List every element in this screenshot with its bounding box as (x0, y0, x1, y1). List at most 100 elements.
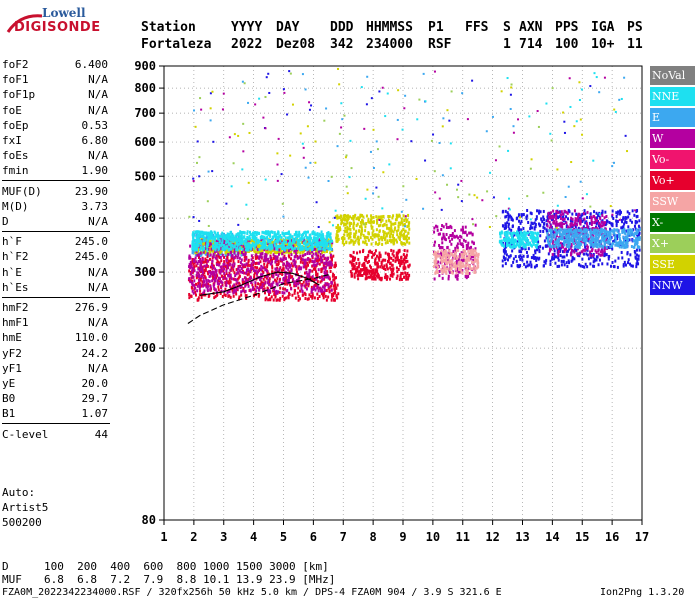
data-point (387, 259, 390, 263)
data-point (462, 238, 465, 242)
data-point (282, 241, 285, 245)
data-point (330, 239, 333, 243)
data-point (333, 290, 336, 294)
data-point (390, 229, 393, 233)
data-point (512, 260, 515, 264)
data-point (220, 243, 223, 247)
data-point (301, 250, 304, 254)
data-point (323, 244, 326, 248)
data-point (366, 268, 369, 272)
data-point (282, 287, 285, 291)
data-point (291, 238, 294, 242)
data-point (390, 267, 393, 271)
data-point (539, 234, 542, 238)
data-point (281, 272, 284, 276)
data-point (367, 217, 370, 221)
data-point (582, 252, 585, 256)
data-point (225, 246, 228, 250)
data-point (565, 210, 568, 214)
data-point (584, 262, 587, 266)
data-point (227, 294, 230, 298)
data-point (247, 258, 250, 262)
data-point (237, 281, 240, 285)
param-value: 6.400 (74, 58, 108, 71)
data-point (501, 259, 504, 263)
data-point (281, 242, 284, 246)
data-point (383, 237, 386, 241)
data-point (509, 254, 512, 258)
hdr-label-ffs: FFS (465, 20, 489, 35)
data-point (265, 246, 268, 250)
data-point (464, 225, 467, 229)
data-point (195, 248, 198, 252)
data-point (403, 235, 406, 239)
data-point (466, 256, 469, 260)
param-row: C-level 44 (2, 428, 108, 442)
data-point (627, 215, 630, 219)
data-point (253, 271, 256, 275)
data-point (284, 246, 287, 250)
param-name: fmin (2, 164, 29, 178)
data-point (248, 277, 251, 281)
data-point (555, 213, 558, 217)
data-point (273, 243, 276, 247)
data-point (441, 276, 444, 280)
data-point (529, 224, 532, 228)
data-point (255, 247, 258, 251)
data-point (230, 232, 233, 236)
data-point (396, 214, 399, 218)
data-point (220, 280, 223, 284)
data-point (304, 247, 307, 251)
data-point (262, 284, 265, 288)
data-point (311, 296, 314, 300)
data-point (205, 285, 208, 289)
data-point (318, 262, 321, 266)
data-point (547, 252, 550, 256)
data-point (305, 280, 308, 284)
data-point (456, 274, 459, 278)
data-point (265, 242, 268, 246)
data-point (219, 249, 222, 253)
data-point (330, 288, 333, 292)
hdr-value-p1: RSF (428, 37, 452, 52)
data-point (198, 269, 201, 273)
data-point (571, 212, 574, 216)
data-point (545, 219, 548, 223)
data-point (375, 228, 378, 232)
data-point (502, 256, 505, 260)
data-point (521, 237, 524, 241)
data-point (201, 248, 204, 252)
data-point (206, 238, 209, 242)
data-point (382, 258, 385, 262)
data-point (275, 298, 278, 302)
data-point (254, 235, 257, 239)
data-point (458, 255, 461, 259)
data-point (316, 286, 319, 290)
data-point (399, 259, 402, 263)
data-point (236, 247, 239, 251)
data-point (213, 250, 216, 254)
data-point (281, 258, 284, 262)
data-point (400, 277, 403, 281)
data-point (565, 225, 568, 229)
data-point (302, 254, 305, 258)
data-point (215, 276, 218, 280)
data-point (457, 255, 460, 259)
data-point (405, 240, 408, 244)
data-point (536, 236, 539, 240)
data-point (565, 253, 568, 257)
data-point (400, 256, 403, 260)
data-point (193, 259, 196, 263)
data-point (454, 256, 457, 260)
param-name: foF1p (2, 88, 36, 102)
data-point (379, 253, 382, 257)
data-point (250, 262, 253, 266)
data-point (380, 236, 383, 240)
data-point (357, 240, 360, 244)
data-point (196, 284, 199, 288)
data-point (244, 265, 247, 269)
data-point (223, 267, 226, 271)
data-point (194, 253, 197, 257)
data-point (635, 262, 638, 266)
data-point (469, 267, 472, 271)
